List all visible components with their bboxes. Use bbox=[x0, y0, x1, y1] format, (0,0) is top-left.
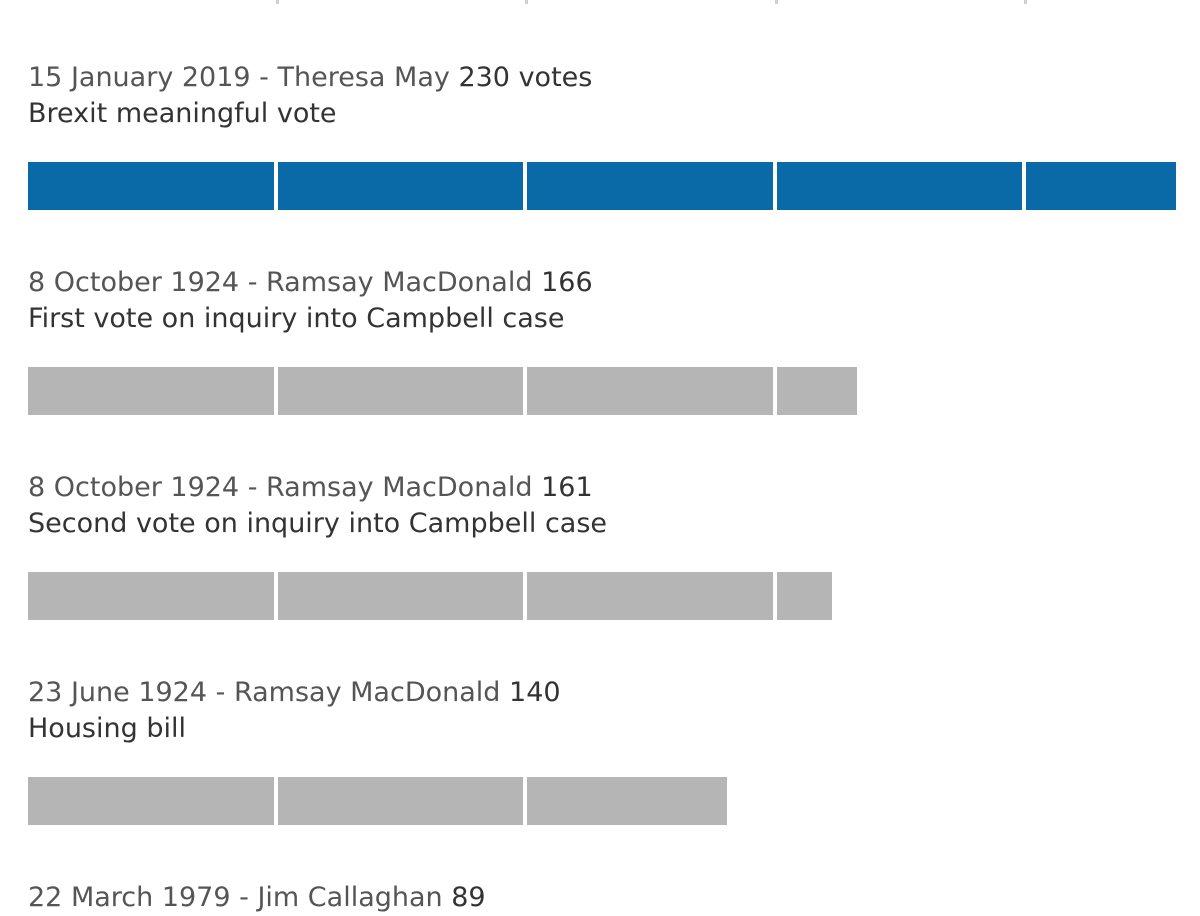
top-divider-strip bbox=[28, 0, 1176, 4]
bar-segment bbox=[278, 572, 523, 620]
bar-segment bbox=[278, 777, 523, 825]
bar-segment bbox=[777, 572, 832, 620]
bar-segment bbox=[1026, 162, 1176, 210]
bar-segment bbox=[527, 367, 773, 415]
top-divider-tick bbox=[775, 0, 778, 4]
bar-segment bbox=[527, 777, 727, 825]
entry-date-pm: 23 June 1924 - Ramsay MacDonald bbox=[28, 677, 501, 708]
entry-vote-count: 161 bbox=[541, 472, 593, 503]
entry-vote-count: 140 bbox=[509, 677, 561, 708]
entry-description: First vote on inquiry into Campbell case bbox=[28, 303, 565, 334]
bar-segment bbox=[28, 367, 274, 415]
entry-title: 23 June 1924 - Ramsay MacDonald 140 bbox=[28, 675, 561, 711]
entry-vote-count: 89 bbox=[451, 882, 486, 913]
entry-description: Housing bill bbox=[28, 713, 186, 744]
top-divider-tick bbox=[276, 0, 279, 4]
entry-vote-count: 230 votes bbox=[458, 62, 593, 93]
bar-segment bbox=[527, 162, 773, 210]
bar-segment bbox=[28, 777, 274, 825]
bar-segment bbox=[527, 572, 773, 620]
entry-title: 22 March 1979 - Jim Callaghan 89 bbox=[28, 880, 486, 916]
entry-date-pm: 8 October 1924 - Ramsay MacDonald bbox=[28, 472, 533, 503]
entry-description: Brexit meaningful vote bbox=[28, 98, 337, 129]
bar-segment bbox=[777, 367, 857, 415]
bar-segment bbox=[278, 367, 523, 415]
entry-date-pm: 15 January 2019 - Theresa May bbox=[28, 62, 450, 93]
top-divider-tick bbox=[1024, 0, 1027, 4]
entry-bar bbox=[28, 572, 832, 620]
entry-vote-count: 166 bbox=[541, 267, 593, 298]
entry-title: 8 October 1924 - Ramsay MacDonald 166 bbox=[28, 265, 593, 301]
bar-segment bbox=[777, 162, 1022, 210]
bar-segment bbox=[278, 162, 523, 210]
bar-segment bbox=[28, 162, 274, 210]
entry-description: Second vote on inquiry into Campbell cas… bbox=[28, 508, 608, 539]
entry-date-pm: 22 March 1979 - Jim Callaghan bbox=[28, 882, 443, 913]
top-divider-tick bbox=[525, 0, 528, 4]
entry-title: 15 January 2019 - Theresa May 230 votes bbox=[28, 60, 592, 96]
bar-segment bbox=[28, 572, 274, 620]
entry-bar bbox=[28, 162, 1176, 210]
entry-date-pm: 8 October 1924 - Ramsay MacDonald bbox=[28, 267, 533, 298]
entry-title: 8 October 1924 - Ramsay MacDonald 161 bbox=[28, 470, 593, 506]
entry-bar bbox=[28, 777, 727, 825]
entry-bar bbox=[28, 367, 857, 415]
